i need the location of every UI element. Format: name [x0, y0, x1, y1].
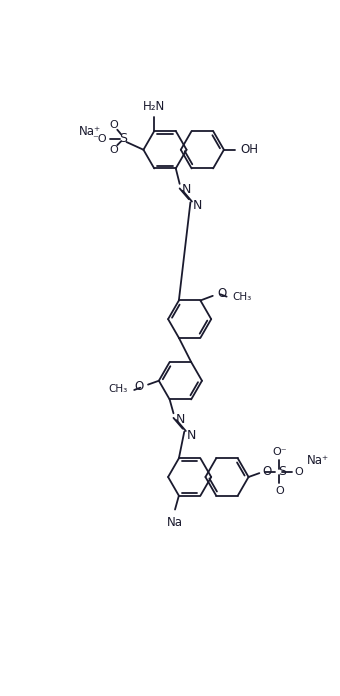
Text: N: N	[187, 429, 196, 442]
Text: O: O	[134, 381, 143, 393]
Text: H₂N: H₂N	[143, 100, 165, 113]
Text: S: S	[278, 465, 286, 478]
Text: Na: Na	[167, 516, 183, 529]
Text: Na⁺: Na⁺	[307, 454, 329, 466]
Text: N: N	[182, 183, 191, 196]
Text: CH₃: CH₃	[109, 384, 128, 394]
Text: O: O	[217, 287, 227, 300]
Text: ⁻O: ⁻O	[92, 134, 106, 144]
Text: OH: OH	[241, 143, 259, 156]
Text: O: O	[110, 145, 119, 155]
Text: CH₃: CH₃	[233, 292, 252, 301]
Text: O: O	[275, 487, 284, 496]
Text: O⁻: O⁻	[272, 447, 287, 457]
Text: S: S	[119, 132, 128, 145]
Text: O: O	[262, 465, 272, 478]
Text: N: N	[193, 199, 202, 212]
Text: O: O	[295, 466, 304, 477]
Text: Na⁺: Na⁺	[79, 125, 101, 138]
Text: N: N	[176, 413, 185, 425]
Text: O: O	[110, 120, 119, 130]
